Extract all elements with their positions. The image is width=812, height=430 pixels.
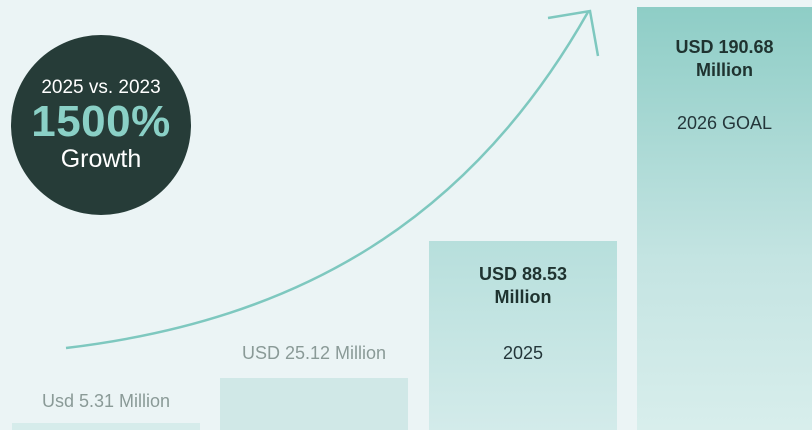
bar-3-value-label-line1: USD 88.53 <box>478 264 568 284</box>
bar-2-value-label: USD 25.12 Million <box>241 343 387 363</box>
bar-2025 <box>429 241 617 430</box>
bar-4-value-label-line1: USD 190.68 <box>675 37 774 57</box>
bar-3-value-label-line2: Million <box>494 287 552 307</box>
growth-badge: 2025 vs. 2023 1500% Growth <box>11 35 191 215</box>
bar-2026-goal <box>637 7 812 430</box>
bar-1-value-label: Usd 5.31 Million <box>41 391 171 411</box>
badge-label: Growth <box>60 145 142 173</box>
bar-2023 <box>12 423 200 430</box>
bar-4-value-label-line2: Million <box>696 60 753 80</box>
bar-4-year-label: 2026 GOAL <box>676 113 773 133</box>
bar-2024 <box>220 378 408 430</box>
badge-comparison: 2025 vs. 2023 <box>41 77 161 98</box>
bar-3-year-label: 2025 <box>502 343 544 363</box>
badge-percent: 1500% <box>31 97 171 146</box>
